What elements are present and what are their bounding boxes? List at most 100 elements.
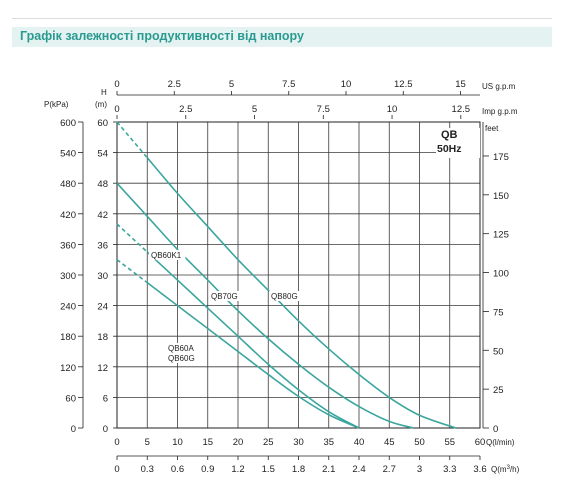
y-tick-label-kpa: 240 bbox=[60, 302, 76, 313]
x-tick-label-q: 50 bbox=[414, 437, 425, 448]
x-tick-label-m3h: 1.8 bbox=[292, 464, 305, 475]
x-tick-label-usgpm: 12.5 bbox=[394, 79, 413, 90]
series-label: QB60K1 bbox=[151, 251, 182, 260]
y-tick-label-m: 42 bbox=[97, 210, 108, 221]
x-tick-label-m3h: 0.9 bbox=[201, 464, 214, 475]
page-title: Графік залежності продуктивності від нап… bbox=[20, 29, 304, 43]
y-axis-label-m-unit: (m) bbox=[95, 100, 107, 109]
header-bar: Графік залежності продуктивності від нап… bbox=[12, 27, 552, 47]
x-tick-label-impgpm: 2.5 bbox=[179, 104, 192, 115]
x-tick-label-m3h: 0 bbox=[114, 464, 119, 475]
x-tick-label-usgpm: 10 bbox=[341, 79, 352, 90]
x-axis-label-q: Q(l/min) bbox=[486, 438, 515, 447]
x-tick-label-impgpm: 0 bbox=[114, 104, 119, 115]
model-box-bg bbox=[436, 128, 480, 158]
y-tick-label-kpa: 480 bbox=[60, 179, 76, 190]
y-tick-label-kpa: 60 bbox=[65, 393, 76, 404]
y-tick-label-feet: 175 bbox=[493, 152, 509, 163]
x-tick-label-m3h: 3.6 bbox=[473, 464, 486, 475]
x-tick-label-m3h: 2.7 bbox=[383, 464, 396, 475]
series-line bbox=[146, 282, 360, 429]
y-tick-label-kpa: 360 bbox=[60, 240, 76, 251]
y-tick-label-feet: 75 bbox=[493, 307, 504, 318]
series-line-dashed bbox=[116, 121, 148, 159]
x-tick-label-usgpm: 0 bbox=[114, 79, 119, 90]
x-tick-label-q: 40 bbox=[354, 437, 365, 448]
x-tick-label-q: 60 bbox=[475, 437, 486, 448]
x-tick-label-m3h: 1.5 bbox=[262, 464, 275, 475]
y-axis-label-kpa: P(kPa) bbox=[44, 100, 69, 109]
series-label-bg bbox=[209, 291, 240, 301]
x-tick-label-q: 25 bbox=[263, 437, 274, 448]
x-tick-label-q: 30 bbox=[293, 437, 304, 448]
x-tick-label-q: 35 bbox=[323, 437, 334, 448]
y-tick-label-feet: 125 bbox=[493, 230, 509, 241]
y-tick-label-m: 54 bbox=[97, 149, 108, 160]
y-tick-label-m: 48 bbox=[97, 179, 108, 190]
series-line-dashed bbox=[116, 223, 148, 253]
x-tick-label-m3h: 1.2 bbox=[231, 464, 244, 475]
y-tick-label-kpa: 420 bbox=[60, 210, 76, 221]
x-tick-label-impgpm: 10 bbox=[387, 104, 398, 115]
x-tick-label-q: 20 bbox=[233, 437, 244, 448]
series-label-bg bbox=[149, 250, 186, 260]
y-tick-label-kpa: 300 bbox=[60, 271, 76, 282]
y-tick-label-m: 30 bbox=[97, 271, 108, 282]
series-label: QB60A bbox=[168, 344, 194, 353]
y-tick-label-m: 6 bbox=[103, 393, 108, 404]
x-tick-label-q: 45 bbox=[384, 437, 395, 448]
y-tick-label-feet: 50 bbox=[493, 346, 504, 357]
y-axis-label-feet: feet bbox=[485, 124, 499, 133]
x-axis-label-impgpm: Imp g.p.m bbox=[482, 107, 518, 116]
x-tick-label-usgpm: 15 bbox=[455, 79, 466, 90]
series-line bbox=[116, 182, 414, 429]
y-tick-label-kpa: 540 bbox=[60, 149, 76, 160]
x-tick-label-m3h: 0.3 bbox=[141, 464, 154, 475]
y-tick-label-kpa: 120 bbox=[60, 363, 76, 374]
y-tick-label-kpa: 0 bbox=[71, 424, 76, 435]
y-tick-label-kpa: 600 bbox=[60, 118, 76, 129]
series-label-bg bbox=[166, 343, 197, 363]
x-tick-label-q: 0 bbox=[114, 437, 119, 448]
series-label: QB80G bbox=[271, 292, 298, 301]
y-tick-label-feet: 150 bbox=[493, 191, 509, 202]
plot-frame bbox=[116, 121, 481, 429]
y-tick-label-m: 60 bbox=[97, 118, 108, 129]
series-line bbox=[146, 251, 360, 429]
model-label: QB bbox=[441, 129, 458, 141]
y-tick-label-feet: 100 bbox=[493, 269, 509, 280]
x-tick-label-m3h: 3 bbox=[417, 464, 422, 475]
x-tick-label-m3h: 0.6 bbox=[171, 464, 184, 475]
y-tick-label-m: 18 bbox=[97, 332, 108, 343]
x-tick-label-m3h: 3.3 bbox=[443, 464, 456, 475]
x-tick-label-usgpm: 2.5 bbox=[168, 79, 181, 90]
series-line-dashed bbox=[116, 259, 148, 284]
x-tick-label-m3h: 2.1 bbox=[322, 464, 335, 475]
x-axis-label-usgpm: US g.p.m bbox=[482, 82, 516, 91]
x-tick-label-usgpm: 7.5 bbox=[282, 79, 295, 90]
series-label: QB60G bbox=[168, 354, 195, 363]
y-axis-label-h: H bbox=[101, 88, 107, 97]
x-tick-label-usgpm: 5 bbox=[229, 79, 234, 90]
y-tick-label-m: 24 bbox=[97, 302, 108, 313]
y-tick-label-m: 36 bbox=[97, 240, 108, 251]
series-label-bg bbox=[269, 291, 300, 301]
x-tick-label-q: 55 bbox=[444, 437, 455, 448]
x-tick-label-impgpm: 5 bbox=[252, 104, 257, 115]
x-tick-label-q: 5 bbox=[145, 437, 150, 448]
x-tick-label-q: 10 bbox=[172, 437, 183, 448]
y-tick-label-m: 0 bbox=[103, 424, 108, 435]
y-tick-label-feet: 25 bbox=[493, 385, 504, 396]
series-line bbox=[146, 157, 457, 429]
y-tick-label-feet: 0 bbox=[493, 424, 498, 435]
top-divider bbox=[12, 18, 552, 19]
frequency-label: 50Hz bbox=[437, 143, 462, 155]
x-tick-label-impgpm: 7.5 bbox=[317, 104, 330, 115]
x-axis-label-m3h: Q(m3/h) bbox=[491, 465, 520, 474]
series-label: QB70G bbox=[211, 292, 238, 301]
x-tick-label-m3h: 2.4 bbox=[352, 464, 365, 475]
y-tick-label-kpa: 180 bbox=[60, 332, 76, 343]
x-tick-label-impgpm: 12.5 bbox=[452, 104, 471, 115]
y-tick-label-m: 12 bbox=[97, 363, 108, 374]
